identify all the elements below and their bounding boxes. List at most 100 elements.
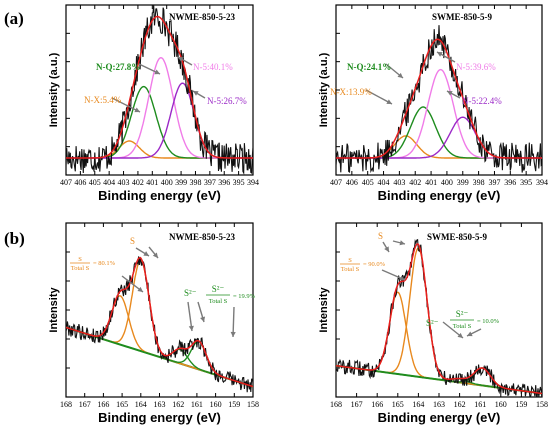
ratio-numerator: S bbox=[78, 256, 82, 263]
annotation-arrow-2-head bbox=[399, 240, 405, 246]
annotation-arrow-4-head bbox=[200, 316, 206, 322]
xps-plot-0: 407 406 405 404 403 402 401 400 399 398 397 396 395 3… bbox=[48, 4, 259, 203]
x-axis-title: Binding energy (eV) bbox=[98, 410, 221, 425]
s2-label: S²⁻ bbox=[184, 288, 197, 298]
plot-frame bbox=[65, 222, 254, 398]
annotation-arrow-3-head bbox=[457, 332, 463, 338]
x-tick-label: 166 bbox=[97, 400, 109, 409]
x-tick-label: 161 bbox=[474, 400, 486, 409]
xps-plot-3: 168 167 166 165 164 163 162 161 160 159 158 Binding… bbox=[318, 222, 548, 425]
x-tick-label: 405 bbox=[89, 178, 101, 187]
x-tick-label: 159 bbox=[228, 400, 240, 409]
annotation-arrow-2-head bbox=[152, 252, 158, 258]
x-tick-label: 405 bbox=[362, 178, 374, 187]
peak-label: N-Q:24.1% bbox=[347, 62, 391, 72]
ratio-numerator: S²⁻ bbox=[456, 309, 469, 319]
ratio-value: = 10.0% bbox=[477, 318, 500, 325]
ratio-numerator: S bbox=[348, 257, 352, 264]
x-tick-label: 395 bbox=[233, 178, 245, 187]
xps-plot-2: 168 167 166 165 164 163 162 161 160 159 158 Binding… bbox=[48, 222, 259, 425]
x-tick-label: 162 bbox=[454, 400, 466, 409]
x-tick-label: 400 bbox=[161, 178, 173, 187]
x-axis-title: Binding energy (eV) bbox=[378, 188, 501, 203]
x-tick-label: 404 bbox=[378, 178, 390, 187]
ratio-denominator: Total S bbox=[209, 298, 228, 305]
peak-1 bbox=[66, 259, 253, 388]
x-axis-title: Binding energy (eV) bbox=[378, 410, 501, 425]
x-tick-label: 163 bbox=[433, 400, 445, 409]
annotation-arrow-2-head bbox=[386, 99, 392, 104]
s-label: S bbox=[378, 231, 383, 241]
y-axis-title: Intensity bbox=[48, 287, 60, 333]
x-tick-label: 158 bbox=[536, 400, 548, 409]
annotation-arrow-2 bbox=[111, 97, 141, 113]
s-label: S bbox=[130, 236, 135, 246]
x-tick-label: 161 bbox=[191, 400, 203, 409]
fitted-envelope bbox=[336, 38, 542, 159]
ratio-value: = 90.0% bbox=[363, 261, 386, 268]
x-tick-label: 406 bbox=[74, 178, 86, 187]
peak-label: N-Q:27.8% bbox=[96, 62, 140, 72]
x-tick-label: 162 bbox=[172, 400, 184, 409]
annotation-arrow-4-head bbox=[467, 331, 473, 337]
y-axis-title: Intensity bbox=[318, 287, 330, 333]
peak-label: N-5:39.6% bbox=[456, 62, 496, 72]
x-axis-title: Binding energy (eV) bbox=[98, 188, 221, 203]
x-tick-label: 398 bbox=[473, 178, 485, 187]
x-tick-label: 166 bbox=[371, 400, 383, 409]
panel-label-a: (a) bbox=[4, 9, 24, 28]
annotation-arrow-1-head bbox=[384, 246, 389, 252]
x-tick-label: 164 bbox=[412, 400, 424, 409]
x-tick-label: 394 bbox=[247, 178, 259, 187]
xps-plot-1: 407 406 405 404 403 402 401 400 399 398 397 396 395 3… bbox=[318, 4, 548, 203]
x-tick-label: 403 bbox=[393, 178, 405, 187]
x-tick-label: 164 bbox=[135, 400, 147, 409]
peak-2 bbox=[66, 56, 253, 159]
curves bbox=[336, 25, 542, 174]
x-tick-label: 394 bbox=[536, 178, 548, 187]
raw-spectrum bbox=[336, 238, 542, 397]
raw-spectrum bbox=[336, 25, 542, 174]
x-tick-label: 399 bbox=[457, 178, 469, 187]
annotation-arrow-0-head bbox=[399, 275, 405, 281]
ratio-denominator: Total S bbox=[71, 265, 90, 272]
x-tick-label: 167 bbox=[351, 400, 363, 409]
sample-title: NWME-850-5-23 bbox=[169, 232, 235, 242]
raw-spectrum bbox=[66, 256, 253, 393]
annotation-arrow-0-head bbox=[137, 286, 143, 292]
x-tick-label: 397 bbox=[488, 178, 500, 187]
x-tick-label: 402 bbox=[409, 178, 421, 187]
x-tick-label: 398 bbox=[189, 178, 201, 187]
x-tick-label: 406 bbox=[346, 178, 358, 187]
fitted-envelope bbox=[66, 15, 253, 159]
x-tick-label: 401 bbox=[146, 178, 158, 187]
annotation-arrow-1-head bbox=[143, 251, 149, 256]
x-tick-label: 407 bbox=[330, 178, 342, 187]
x-tick-label: 407 bbox=[60, 178, 72, 187]
annotation-arrow-0-head bbox=[154, 69, 160, 75]
peak-label: N-5:22.4% bbox=[462, 96, 502, 106]
x-tick-label: 168 bbox=[330, 400, 342, 409]
annotation-arrow-0-head bbox=[397, 72, 403, 78]
x-tick-label: 160 bbox=[210, 400, 222, 409]
sample-title: NWME-850-5-23 bbox=[169, 12, 235, 22]
sample-title: SWME-850-5-9 bbox=[432, 12, 492, 22]
annotation-arrow-1-head bbox=[178, 57, 184, 62]
curves bbox=[66, 256, 253, 393]
y-axis-title: Intensity (a.u.) bbox=[318, 52, 330, 127]
plot-frame bbox=[65, 4, 254, 176]
curves bbox=[66, 5, 253, 175]
annotation-arrow-1-head bbox=[437, 52, 443, 57]
x-tick-label: 401 bbox=[425, 178, 437, 187]
annotation-arrow-5 bbox=[232, 306, 235, 338]
x-tick-label: 160 bbox=[495, 400, 507, 409]
x-tick-label: 395 bbox=[520, 178, 532, 187]
ratio-denominator: Total S bbox=[453, 323, 472, 330]
x-tick-label: 397 bbox=[204, 178, 216, 187]
x-tick-label: 399 bbox=[175, 178, 187, 187]
x-tick-label: 159 bbox=[515, 400, 527, 409]
x-tick-label: 168 bbox=[60, 400, 72, 409]
fitted-envelope bbox=[336, 243, 542, 395]
x-tick-label: 165 bbox=[392, 400, 404, 409]
